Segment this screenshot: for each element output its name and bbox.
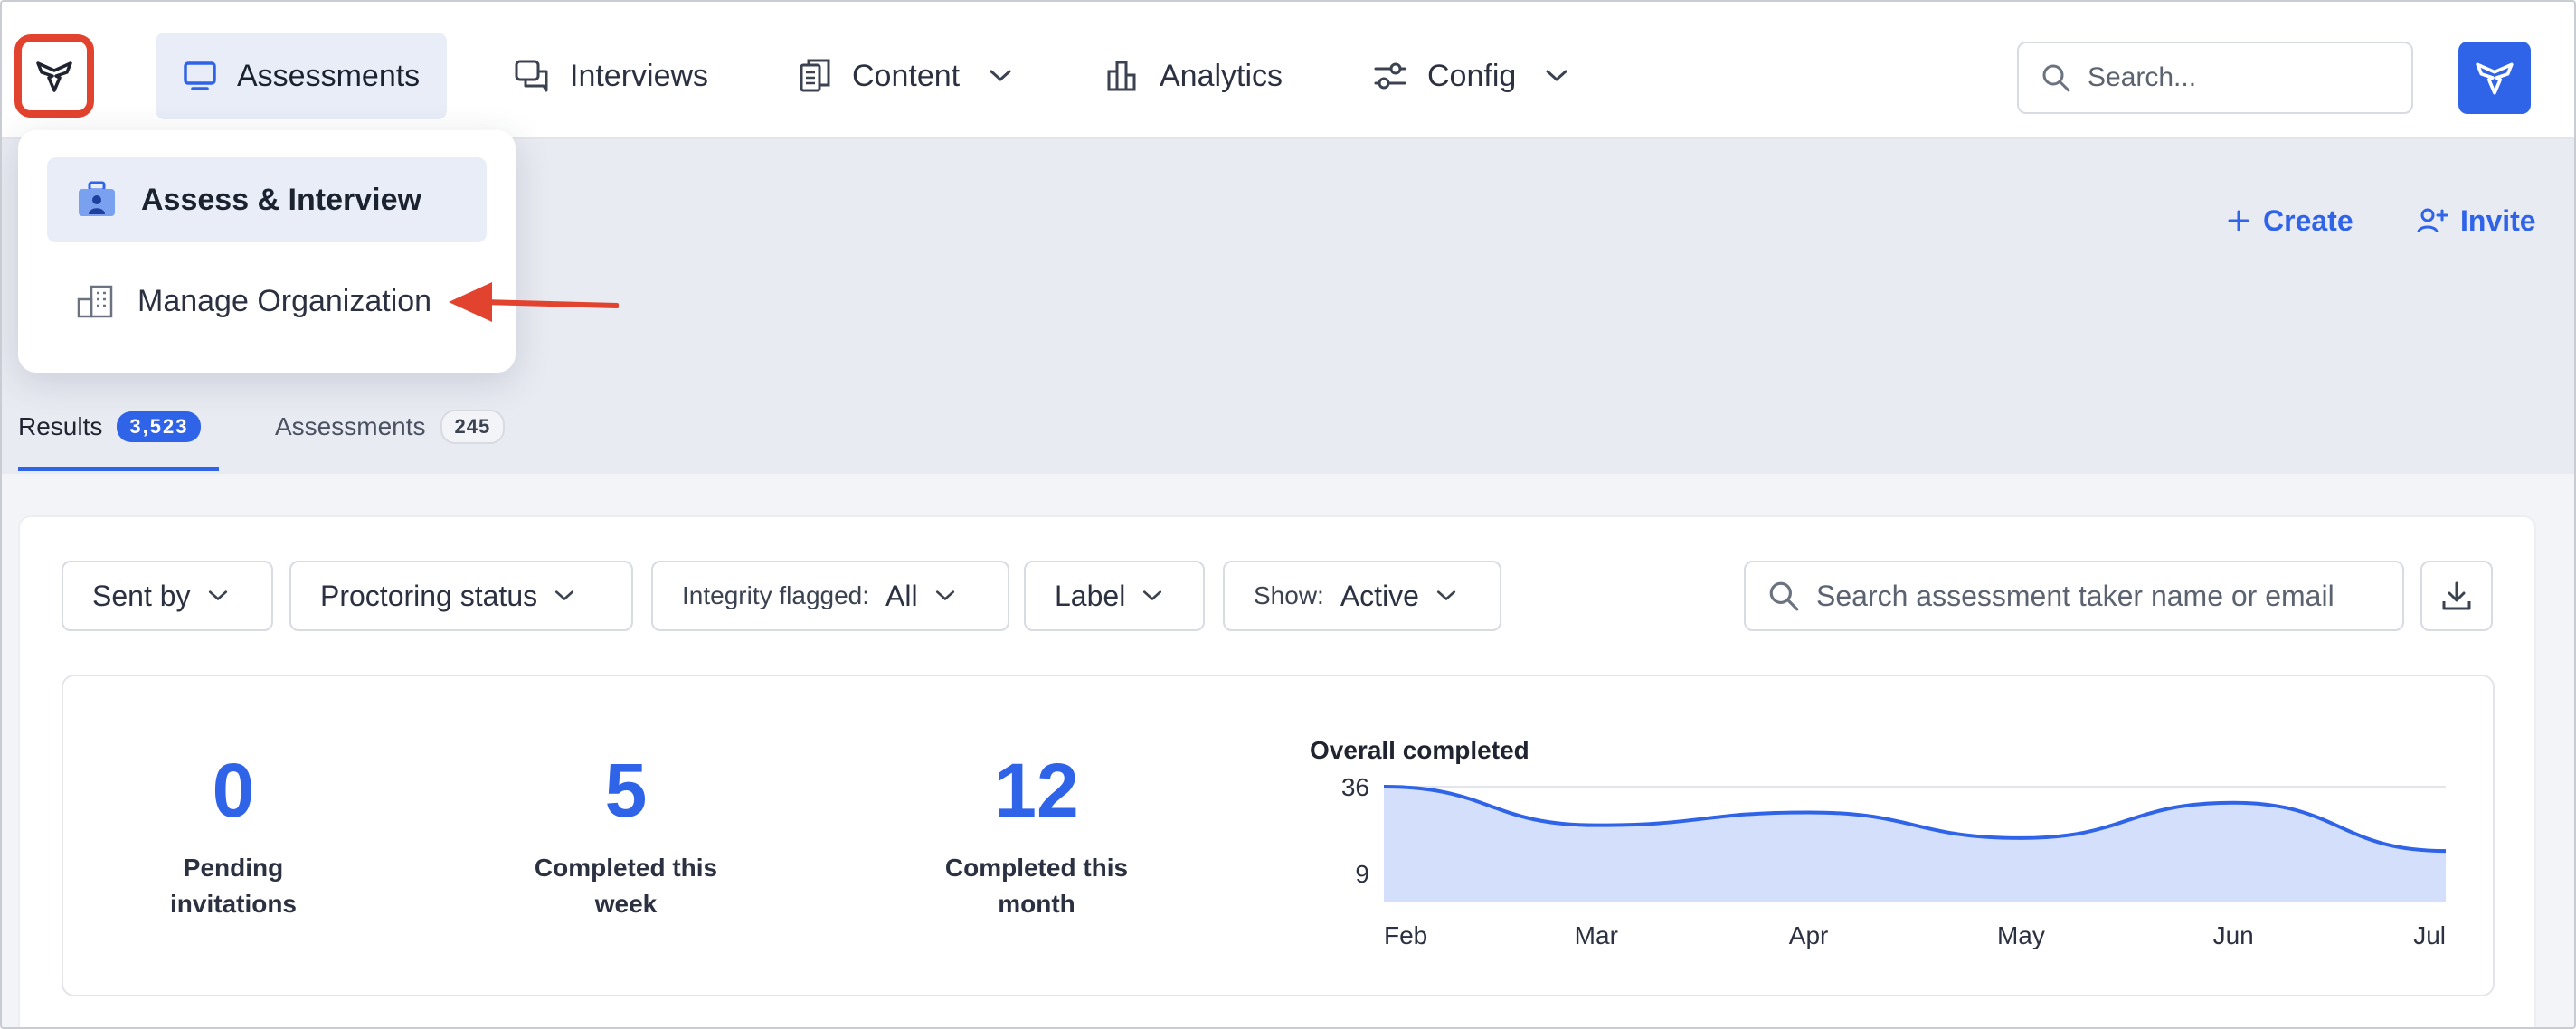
tab-assessments-label: Assessments [275, 412, 426, 440]
stat-caption-line: invitations [169, 890, 297, 918]
create-button[interactable]: Create [2227, 201, 2353, 241]
stat-caption: Completed this week [535, 850, 717, 922]
active-tab-indicator [18, 467, 219, 471]
tab-assessments[interactable]: Assessments 245 [275, 400, 506, 454]
chart-area [1384, 787, 2446, 902]
chart-title: Overall completed [1310, 736, 1530, 764]
bar-chart-icon [1107, 61, 1136, 91]
chart-x-tick: Mar [1575, 921, 1618, 949]
chart-x-tick: Jul [2413, 921, 2446, 949]
annotation-arrow [449, 282, 619, 322]
menu-item-assess-interview[interactable]: Assess & Interview [47, 157, 487, 242]
tab-results[interactable]: Results 3,523 [18, 400, 202, 454]
nav-analytics-label: Analytics [1160, 58, 1283, 93]
nav-config-label: Config [1427, 58, 1517, 93]
nav-config[interactable]: Config [1346, 33, 1596, 119]
create-button-label: Create [2263, 203, 2353, 237]
stat-value: 0 [212, 748, 255, 833]
stat-value: 5 [604, 748, 648, 833]
logo-icon [2476, 62, 2514, 95]
chevron-down-icon [1143, 590, 1162, 600]
proctoring-status-label: Proctoring status [320, 579, 538, 612]
tab-results-count: 3,523 [117, 411, 202, 442]
sent-by-filter[interactable]: Sent by [62, 561, 273, 631]
taker-search-placeholder: Search assessment taker name or email [1816, 579, 2334, 612]
monitor-icon [184, 61, 216, 90]
stat-value: 12 [994, 748, 1079, 833]
menu-item-manage-organization[interactable]: Manage Organization [47, 259, 487, 344]
nav-assessments-label: Assessments [237, 58, 421, 93]
chart-x-tick: Jun [2213, 921, 2254, 949]
nav-content-label: Content [852, 58, 961, 93]
documents-icon [800, 59, 830, 92]
stat-completed-week: 5 Completed this week [481, 745, 771, 922]
invite-button[interactable]: Invite [2417, 201, 2536, 241]
chat-bubbles-icon [515, 60, 548, 92]
chevron-down-icon [935, 590, 954, 600]
stat-caption-line: week [594, 890, 658, 918]
stat-caption: Completed this month [945, 850, 1128, 922]
download-icon [2442, 581, 2471, 610]
invite-button-label: Invite [2460, 203, 2536, 237]
chart-series-line [1383, 785, 2447, 854]
stat-caption-line: month [998, 890, 1075, 918]
integrity-flagged-value: All [886, 579, 918, 612]
logo-icon [36, 61, 72, 92]
chevron-down-icon [208, 590, 227, 600]
stat-caption: Pending invitations [170, 850, 297, 922]
buildings-icon [77, 285, 113, 318]
chart-x-tick: Apr [1789, 921, 1829, 949]
search-icon [1769, 581, 1799, 611]
chart-x-tick: May [1997, 921, 2045, 949]
integrity-flagged-label: Integrity flagged: [682, 581, 870, 609]
user-avatar[interactable] [2458, 42, 2531, 114]
app-switcher-menu: Assess & Interview Manage Organization [18, 130, 516, 373]
nav-interviews-label: Interviews [570, 58, 709, 93]
show-filter-label: Show: [1254, 581, 1324, 609]
sent-by-label: Sent by [92, 579, 191, 612]
sliders-icon [1374, 62, 1406, 90]
download-button[interactable] [2420, 561, 2493, 631]
search-icon [2042, 64, 2070, 92]
stat-caption-line: Pending [183, 854, 284, 882]
stat-caption-line: Completed this [534, 854, 718, 882]
chart-y-tick: 36 [1341, 773, 1369, 801]
show-filter[interactable]: Show: Active [1223, 561, 1501, 631]
stat-completed-month: 12 Completed this month [892, 745, 1181, 922]
menu-item-label: Manage Organization [137, 283, 432, 318]
nav-analytics[interactable]: Analytics [1078, 33, 1310, 119]
global-search-placeholder: Search... [2088, 62, 2197, 92]
briefcase-user-icon [79, 181, 115, 216]
app-logo-button[interactable] [14, 34, 94, 118]
tab-assessments-count: 245 [440, 410, 506, 444]
proctoring-status-filter[interactable]: Proctoring status [289, 561, 633, 631]
chevron-down-icon [1546, 70, 1567, 81]
overall-completed-chart: 36 9 Feb Mar Apr May Jun Jul [1341, 773, 2447, 949]
tab-results-label: Results [18, 412, 103, 440]
integrity-flagged-filter[interactable]: Integrity flagged: All [651, 561, 1009, 631]
chart-y-tick: 9 [1355, 860, 1369, 888]
show-filter-value: Active [1340, 579, 1419, 612]
plus-icon [2228, 210, 2249, 231]
chevron-down-icon [990, 70, 1011, 81]
taker-search-input[interactable]: Search assessment taker name or email [1744, 561, 2404, 631]
top-navigation: Assessments Interviews Content [2, 2, 2574, 139]
nav-interviews[interactable]: Interviews [487, 33, 735, 119]
nav-assessments[interactable]: Assessments [156, 33, 448, 119]
add-user-icon [2417, 208, 2448, 233]
global-search-input[interactable]: Search... [2017, 42, 2413, 114]
chevron-down-icon [1436, 590, 1456, 600]
stat-caption-line: Completed this [944, 854, 1129, 882]
stat-pending-invitations: 0 Pending invitations [89, 745, 378, 922]
label-filter[interactable]: Label [1024, 561, 1205, 631]
chart-x-tick: Feb [1384, 921, 1427, 949]
chevron-down-icon [555, 590, 574, 600]
menu-item-label: Assess & Interview [141, 182, 421, 217]
label-filter-label: Label [1055, 579, 1126, 612]
nav-content[interactable]: Content [771, 33, 1039, 119]
